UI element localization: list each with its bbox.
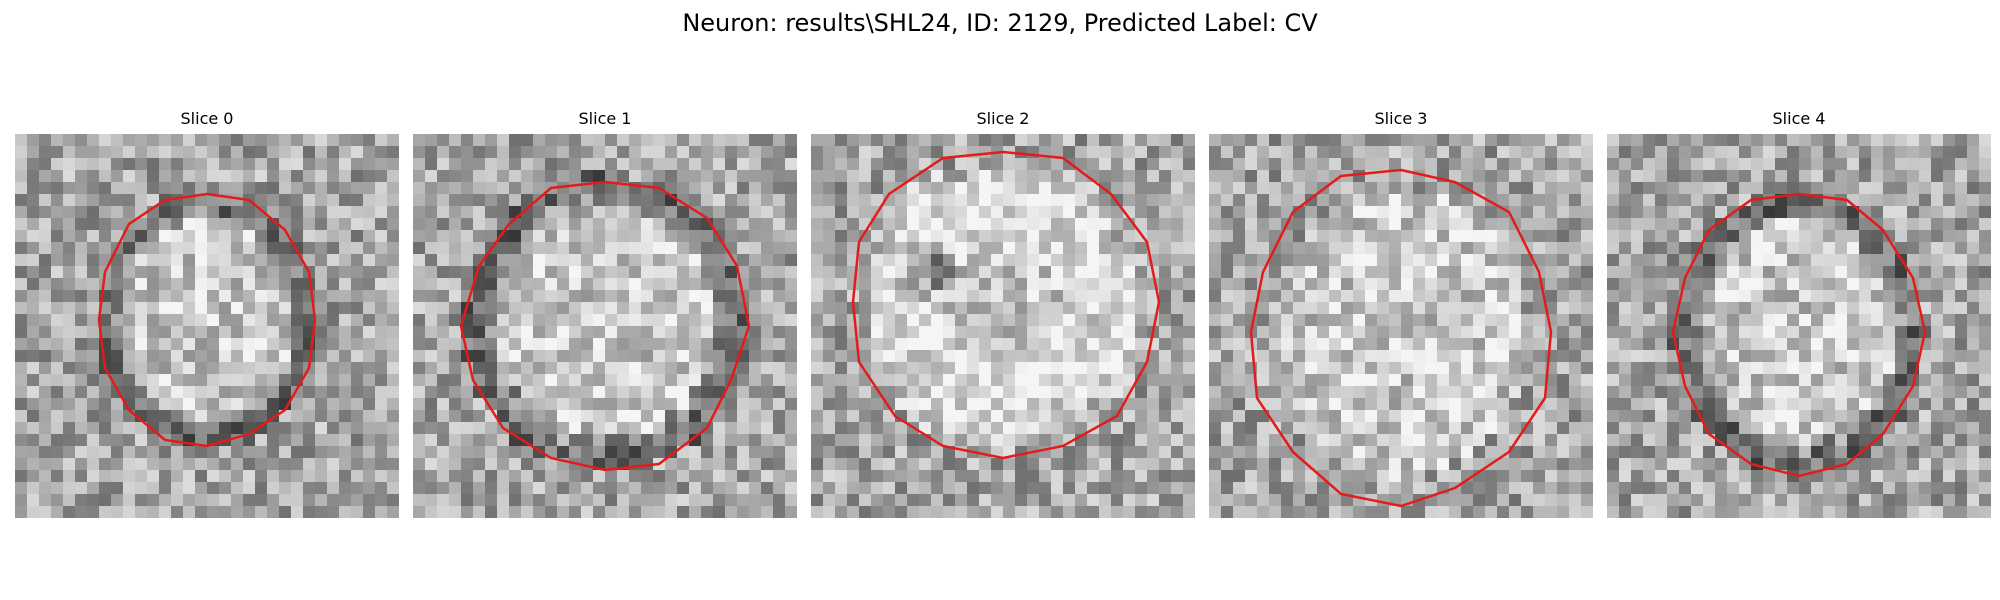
slice-panel-3: Slice 3 xyxy=(1209,108,1593,520)
slice-panel-2: Slice 2 xyxy=(811,108,1195,520)
slice-title: Slice 3 xyxy=(1374,109,1428,128)
slice-title: Slice 2 xyxy=(976,109,1030,128)
slice-pixel-grid xyxy=(413,134,797,518)
slice-panel-4: Slice 4 xyxy=(1607,108,1991,520)
slice-pixel-grid xyxy=(1209,134,1593,518)
slice-pixel-grid xyxy=(1607,134,1991,518)
slice-title: Slice 0 xyxy=(180,109,234,128)
slice-image xyxy=(413,134,797,518)
slice-pixel-grid xyxy=(811,134,1195,518)
slice-image xyxy=(1607,134,1991,518)
slice-image xyxy=(15,134,399,518)
roi-contour xyxy=(1671,192,1927,478)
roi-contour xyxy=(851,150,1161,460)
roi-contour xyxy=(1249,168,1553,508)
slice-panel-0: Slice 0 xyxy=(15,108,399,520)
slice-panel-1: Slice 1 xyxy=(413,108,797,520)
roi-contour xyxy=(97,192,317,448)
figure-title: Neuron: results\SHL24, ID: 2129, Predict… xyxy=(682,9,1318,37)
slice-image xyxy=(1209,134,1593,518)
roi-contour xyxy=(459,180,751,472)
slice-image xyxy=(811,134,1195,518)
slice-title: Slice 1 xyxy=(578,109,632,128)
slice-title: Slice 4 xyxy=(1772,109,1826,128)
slice-pixel-grid xyxy=(15,134,399,518)
